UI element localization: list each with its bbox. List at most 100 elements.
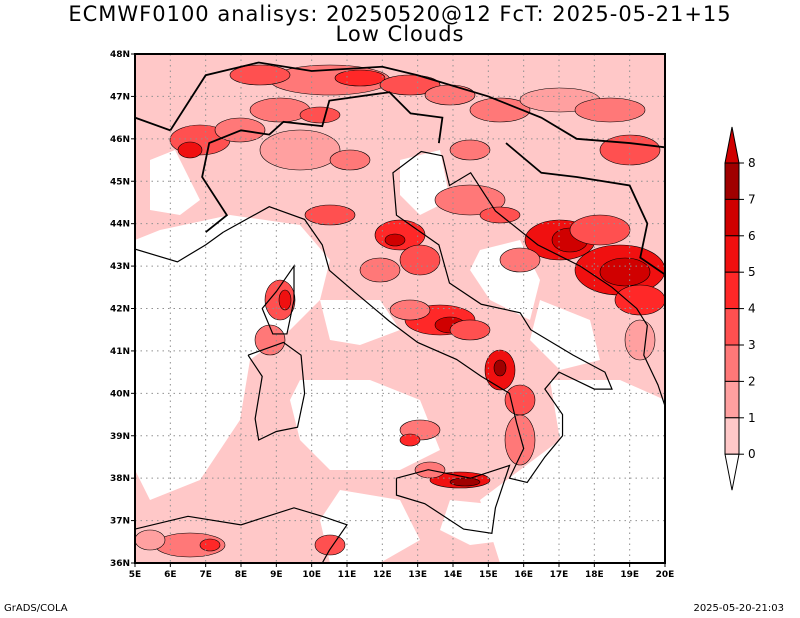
colorbar-label: 0 — [748, 447, 756, 461]
clear-area — [290, 380, 440, 470]
cloud-contour — [254, 324, 286, 356]
cloud-contour — [469, 97, 531, 123]
colorbar-segment — [724, 380, 740, 419]
lon-tick-label: 20E — [656, 570, 675, 580]
cloud-contour — [424, 84, 476, 106]
clear-area — [530, 300, 600, 370]
country-border — [201, 91, 444, 233]
cloud-contour — [449, 139, 491, 161]
colorbar-label: 1 — [748, 411, 756, 425]
clear-area — [320, 300, 400, 345]
coastline — [261, 264, 295, 335]
cloud-contour — [379, 74, 441, 96]
colorbar-arrow-bottom — [724, 453, 740, 491]
colorbar-label: 6 — [748, 229, 756, 243]
colorbar-segment — [724, 198, 740, 237]
cloud-contour — [599, 257, 651, 287]
cloud-contour — [359, 257, 401, 283]
colorbar-label: 4 — [748, 302, 756, 316]
lat-tick-label: 44N — [110, 220, 130, 230]
lon-tick-label: 19E — [620, 570, 639, 580]
cloud-contour — [614, 284, 665, 316]
colorbar-label: 8 — [748, 156, 756, 170]
coastline — [135, 507, 348, 563]
footer-credit: GrADS/COLA — [4, 603, 68, 614]
cloud-contour — [299, 106, 341, 124]
lat-tick-label: 41N — [110, 347, 130, 357]
cloud-contour — [278, 289, 292, 311]
cloud-contour — [334, 69, 386, 87]
clear-area — [480, 380, 665, 563]
lon-tick-label: 13E — [408, 570, 427, 580]
axis-ticks: 5E 6E 7E 8E 9E 10E 11E 12E 13E 14E 15E 16E 17E 18E 19E… — [110, 50, 674, 580]
cloud-contour — [384, 233, 406, 247]
colorbar-label: 3 — [748, 338, 756, 352]
colorbar-segment — [724, 271, 740, 310]
clear-area — [150, 150, 200, 215]
cloud-contour — [389, 299, 431, 321]
lat-tick-label: 43N — [110, 262, 130, 272]
cloud-contour — [493, 359, 507, 377]
cloud-contour — [399, 433, 421, 447]
lon-tick-label: 12E — [373, 570, 392, 580]
cloud-contour — [135, 529, 166, 551]
colorbar: 0 1 2 3 4 5 6 7 8 — [724, 126, 756, 491]
cloud-contour — [199, 538, 221, 552]
cloud-contour — [599, 134, 661, 166]
cloud-contour — [449, 477, 481, 487]
cloud-contour — [229, 64, 291, 86]
colorbar-segment — [724, 417, 740, 455]
colorbar-segment — [724, 162, 740, 200]
cloud-contour — [304, 204, 356, 226]
cloud-contour — [399, 244, 441, 276]
lat-tick-label: 48N — [110, 50, 130, 60]
coastlines — [135, 61, 665, 563]
cloud-contour — [329, 149, 371, 171]
colorbar-label: 2 — [748, 374, 756, 388]
colorbar-segment — [724, 308, 740, 346]
lon-tick-label: 17E — [550, 570, 569, 580]
lat-tick-label: 40N — [110, 389, 130, 399]
lat-tick-label: 36N — [110, 559, 130, 569]
colorbar-segment — [724, 235, 740, 273]
chart-title: ECMWF0100 analisys: 20250520@12 FcT: 202… — [68, 2, 732, 26]
country-border — [505, 142, 665, 276]
lon-tick-label: 6E — [164, 570, 176, 580]
lat-tick-label: 42N — [110, 305, 130, 315]
lat-tick-label: 46N — [110, 135, 130, 145]
coastline — [441, 155, 665, 407]
lat-tick-label: 47N — [110, 92, 130, 102]
lat-tick-label: 39N — [110, 432, 130, 442]
lat-tick-label: 37N — [110, 517, 130, 527]
lon-tick-label: 15E — [479, 570, 498, 580]
lon-tick-label: 18E — [585, 570, 604, 580]
lon-tick-label: 8E — [235, 570, 247, 580]
coastline — [223, 150, 613, 484]
lat-tick-label: 45N — [110, 177, 130, 187]
lon-tick-label: 16E — [514, 570, 533, 580]
cloud-contour — [449, 319, 491, 341]
cloud-contour — [177, 141, 203, 159]
clear-area — [440, 500, 510, 545]
cloud-contour — [574, 97, 646, 123]
cloud-contour — [569, 214, 631, 246]
cloud-contour — [624, 319, 656, 361]
graticule — [135, 54, 665, 563]
lon-tick-label: 9E — [270, 570, 282, 580]
lon-tick-label: 7E — [199, 570, 211, 580]
cloud-contour — [249, 97, 311, 123]
lon-tick-label: 5E — [129, 570, 141, 580]
country-border — [135, 116, 171, 132]
country-border — [169, 61, 665, 149]
cloud-contour — [504, 384, 536, 416]
footer-timestamp: 2025-05-20-21:03 — [693, 603, 784, 614]
colorbar-label: 5 — [748, 265, 756, 279]
colorbar-segment — [724, 344, 740, 382]
cloud-contour — [504, 414, 536, 466]
chart-subtitle: Low Clouds — [335, 22, 465, 46]
lat-tick-label: 38N — [110, 474, 130, 484]
coastline — [135, 231, 224, 263]
coastline — [395, 464, 511, 534]
lon-tick-label: 10E — [302, 570, 321, 580]
colorbar-arrow-top — [724, 126, 740, 164]
